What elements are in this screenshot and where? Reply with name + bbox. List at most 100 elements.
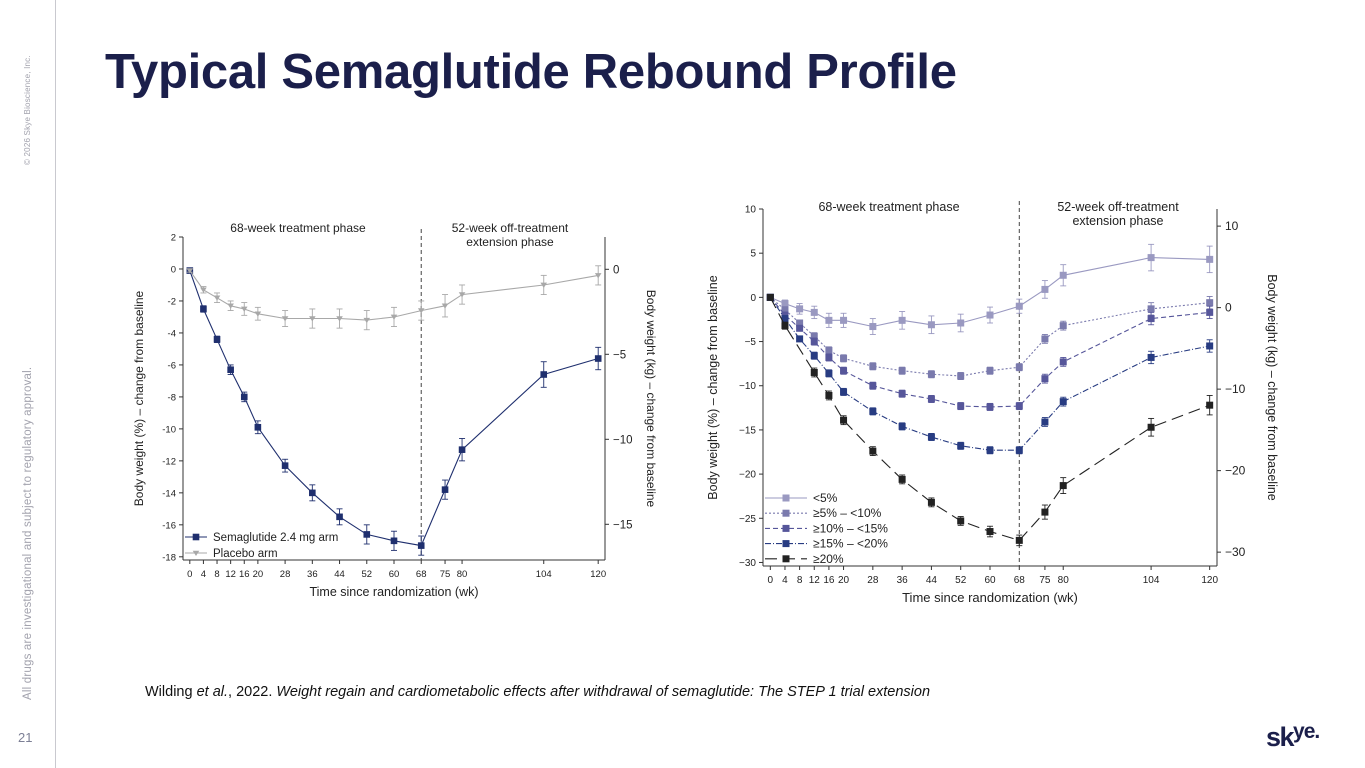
data-point [986, 311, 994, 319]
data-point [781, 300, 789, 308]
phase-label: 68-week treatment phase [230, 221, 366, 235]
data-point [1059, 271, 1067, 279]
y2-tick-label: −5 [613, 349, 626, 361]
data-point [1206, 299, 1214, 307]
x-tick-label: 8 [214, 569, 219, 580]
x-tick-label: 80 [1058, 575, 1070, 586]
x-axis-label: Time since randomization (wk) [309, 585, 478, 599]
data-point [927, 433, 935, 441]
y-tick-label: -8 [168, 392, 176, 403]
data-point [840, 388, 848, 396]
data-point [957, 402, 965, 410]
data-point [458, 292, 466, 298]
data-point [810, 338, 818, 346]
data-point [1015, 363, 1023, 371]
data-point [898, 316, 906, 324]
data-point [825, 369, 833, 377]
data-point [281, 316, 289, 322]
y-tick-label: 0 [171, 264, 176, 275]
data-point [540, 371, 548, 378]
data-point [594, 273, 602, 279]
x-tick-label: 16 [823, 575, 835, 586]
data-point [390, 537, 398, 545]
data-point [363, 531, 371, 538]
y-tick-label: −5 [745, 337, 757, 348]
citation-paper-title: Weight regain and cardiometabolic effect… [276, 684, 931, 700]
data-point [1059, 398, 1067, 406]
y-tick-label: -14 [162, 488, 176, 499]
y-tick-label: -6 [168, 360, 176, 371]
data-point [1147, 423, 1155, 431]
data-point [796, 335, 804, 343]
series-line [189, 270, 599, 547]
series-line [769, 297, 1210, 408]
x-tick-label: 12 [225, 569, 236, 580]
data-point [1059, 482, 1067, 490]
y-tick-label: 2 [171, 233, 176, 244]
x-tick-label: 68 [1014, 575, 1026, 586]
data-point [281, 462, 289, 469]
data-point [810, 308, 818, 316]
phase-label: 52-week off-treatment [452, 221, 569, 235]
data-point [1015, 402, 1023, 410]
data-point [927, 370, 935, 378]
x-tick-label: 36 [897, 575, 909, 586]
data-point [957, 372, 965, 380]
data-point [336, 513, 343, 521]
x-tick-label: 8 [797, 575, 803, 586]
x-tick-label: 68 [416, 569, 427, 580]
x-tick-label: 12 [809, 575, 821, 586]
data-point [810, 332, 818, 340]
y2-tick-label: −15 [613, 519, 633, 531]
y2-tick-label: −30 [1225, 545, 1246, 559]
legend-marker [192, 550, 200, 556]
data-point [825, 353, 833, 361]
data-point [986, 446, 994, 454]
data-point [1206, 255, 1214, 263]
data-point [781, 311, 789, 319]
data-point [1206, 308, 1214, 316]
data-point [1041, 418, 1049, 426]
y-tick-label: −30 [739, 558, 756, 569]
data-point [898, 367, 906, 375]
data-point [840, 367, 848, 375]
data-point [1206, 401, 1214, 409]
data-point [1059, 358, 1067, 366]
data-point [213, 336, 221, 343]
data-point [869, 323, 877, 331]
phase-label: extension phase [466, 235, 554, 249]
legend-marker [782, 540, 790, 548]
data-point [594, 355, 602, 362]
phase-label: extension phase [1072, 214, 1163, 228]
data-point [254, 311, 262, 317]
data-point [796, 324, 804, 332]
x-tick-label: 20 [838, 575, 850, 586]
x-tick-label: 52 [955, 575, 967, 586]
data-point [390, 314, 398, 320]
data-point [309, 316, 316, 322]
legend-label: ≥5% – <10% [813, 506, 882, 520]
data-point [1041, 375, 1049, 383]
data-point [1041, 508, 1049, 516]
data-point [840, 354, 848, 362]
data-point [1206, 342, 1214, 350]
data-point [1041, 285, 1049, 293]
page-number: 21 [18, 730, 33, 745]
data-point [213, 295, 221, 301]
legend-marker [782, 509, 790, 517]
x-tick-label: 20 [253, 569, 264, 580]
slide-title: Typical Semaglutide Rebound Profile [105, 45, 957, 99]
y-tick-label: -12 [162, 456, 176, 467]
data-point [441, 486, 449, 493]
data-point [200, 287, 207, 293]
data-point [1147, 315, 1155, 323]
legend-marker [192, 533, 200, 541]
data-point [1147, 305, 1155, 313]
data-point [796, 305, 804, 313]
x-tick-label: 44 [926, 575, 938, 586]
phase-label: 68-week treatment phase [818, 200, 959, 214]
data-point [363, 317, 371, 324]
data-point [227, 303, 234, 309]
data-point [869, 362, 877, 370]
